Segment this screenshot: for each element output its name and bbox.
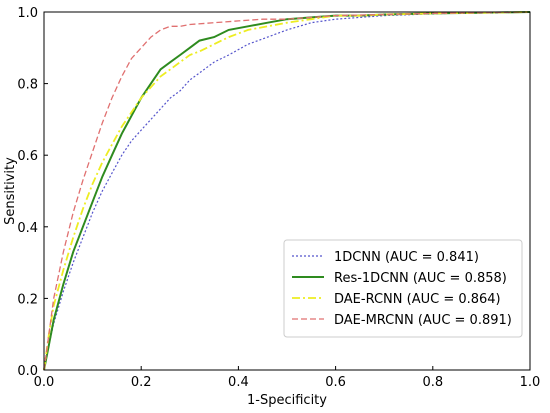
y-tick-label: 0.6	[17, 149, 38, 164]
legend-box	[283, 239, 523, 338]
x-axis: 0.0 0.2 0.4 0.6 0.8 1.0	[34, 366, 541, 390]
y-tick-label: 1.0	[17, 6, 38, 21]
y-axis-label: Sensitivity	[3, 157, 18, 225]
x-tick-label: 0.4	[228, 375, 249, 390]
legend-entry-label: Res-1DCNN (AUC = 0.858)	[334, 271, 507, 286]
x-axis-label: 1-Specificity	[247, 393, 327, 408]
legend-entry-label: DAE-MRCNN (AUC = 0.891)	[334, 313, 512, 328]
y-tick-label: 0.8	[17, 78, 38, 93]
y-tick-label: 0.2	[17, 292, 38, 307]
legend-entry-label: 1DCNN (AUC = 0.841)	[334, 250, 479, 265]
y-tick-label: 0.0	[17, 364, 38, 379]
plot-lines	[43, 11, 531, 371]
x-tick-label: 1.0	[520, 375, 541, 390]
y-axis: 0.0 0.2 0.4 0.6 0.8 1.0	[17, 6, 48, 379]
x-tick-label: 0.8	[422, 375, 443, 390]
series-line-0	[43, 11, 531, 371]
plot-frame	[43, 11, 531, 371]
x-tick-label: 0.6	[325, 375, 346, 390]
x-tick-label: 0.0	[34, 375, 55, 390]
x-tick-label: 0.2	[131, 375, 152, 390]
series-line-3	[43, 11, 531, 371]
y-tick-label: 0.4	[17, 221, 38, 236]
series-line-2	[43, 11, 531, 371]
legend: 1DCNN (AUC = 0.841) Res-1DCNN (AUC = 0.85…	[283, 239, 523, 338]
legend-entry-label: DAE-RCNN (AUC = 0.864)	[334, 292, 501, 307]
